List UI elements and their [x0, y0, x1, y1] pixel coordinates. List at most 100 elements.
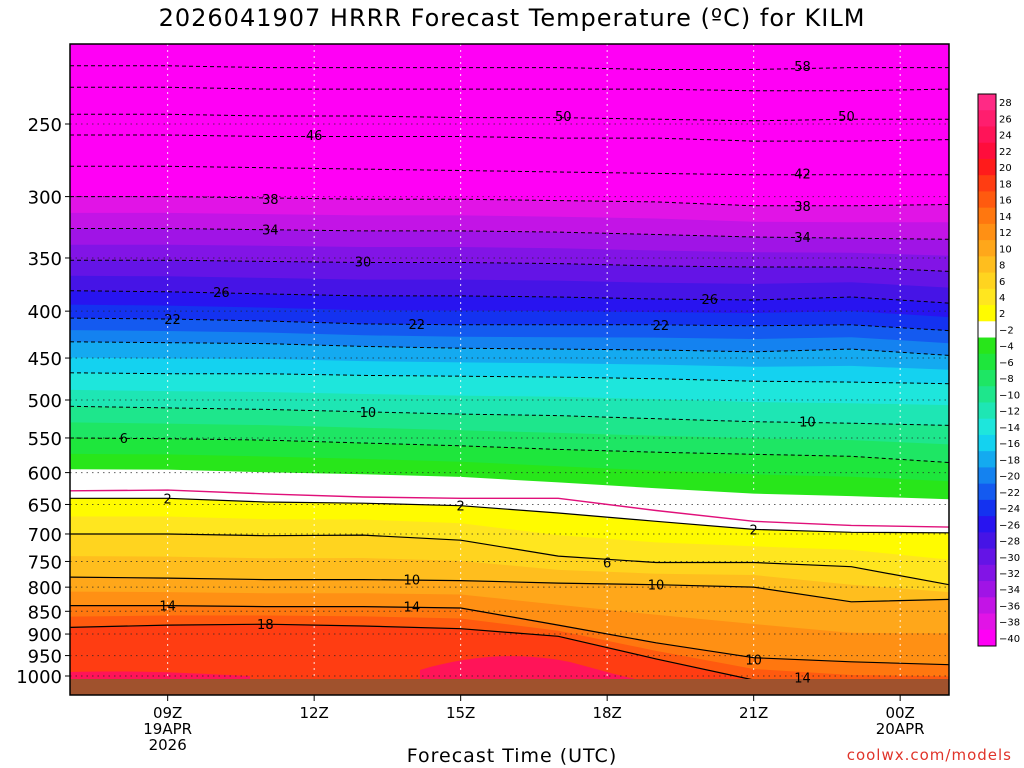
legend-swatch — [978, 240, 996, 257]
contour-label: 38 — [794, 200, 811, 215]
legend-label: −24 — [999, 504, 1020, 515]
plot-frame — [69, 43, 950, 696]
legend-label: −18 — [999, 455, 1020, 466]
contour-label: 38 — [262, 193, 279, 208]
legend-label: −32 — [999, 569, 1020, 580]
legend-label: 8 — [999, 261, 1005, 272]
contour-label: 2 — [750, 523, 758, 538]
isotherm-contours — [70, 65, 949, 689]
contour-label: 6 — [120, 432, 128, 447]
legend-label: −8 — [999, 374, 1014, 385]
contour-label: 58 — [794, 60, 811, 75]
legend-swatch — [978, 613, 996, 631]
legend-swatch — [978, 321, 996, 338]
legend-swatch — [978, 337, 996, 355]
legend-swatch — [978, 516, 996, 533]
legend-label: −14 — [999, 423, 1020, 434]
x-tick-label: 21Z — [739, 704, 768, 722]
y-tick-label: 750 — [28, 552, 62, 573]
contour-label: 10 — [745, 654, 762, 669]
isotherm-line — [70, 533, 949, 586]
contour-label: 10 — [799, 416, 816, 431]
legend-swatch — [978, 434, 996, 452]
temperature-fill — [70, 44, 949, 695]
y-tick-label: 800 — [28, 578, 62, 599]
contour-label: 50 — [838, 110, 855, 125]
isotherm-line — [70, 497, 949, 534]
x-tick-label: 09Z — [153, 704, 182, 722]
contour-label: 26 — [213, 286, 230, 301]
legend-label: −20 — [999, 472, 1020, 483]
isotherm-line — [70, 605, 949, 666]
legend-label: 24 — [999, 131, 1012, 142]
legend-swatch — [978, 532, 996, 549]
x-axis-label: Forecast Time (UTC) — [406, 745, 618, 767]
legend-label: −40 — [999, 634, 1020, 645]
contour-label: 50 — [555, 110, 572, 125]
x-tick-label: 19APR — [143, 720, 192, 738]
contour-label: 14 — [404, 601, 421, 616]
legend-label: −36 — [999, 601, 1020, 612]
legend-swatch — [978, 126, 996, 144]
legend-label: 12 — [999, 228, 1012, 239]
legend-label: −34 — [999, 585, 1020, 596]
contour-label: 22 — [164, 313, 181, 328]
legend-swatch — [978, 451, 996, 468]
contour-label: 10 — [360, 406, 377, 421]
legend-label: 6 — [999, 277, 1005, 288]
legend-label: −10 — [999, 390, 1020, 401]
legend-swatch — [978, 288, 996, 306]
legend-swatch — [978, 629, 996, 647]
legend-swatch — [978, 175, 996, 192]
legend-swatch — [978, 483, 996, 501]
contour-label: 14 — [794, 672, 811, 687]
legend-swatch — [978, 467, 996, 485]
x-tick-label: 00Z — [885, 704, 914, 722]
contour-label: 6 — [603, 557, 611, 572]
y-tick-label: 600 — [28, 464, 62, 485]
y-tick-label: 300 — [28, 188, 62, 209]
contour-label: 2 — [457, 500, 465, 515]
legend-label: −28 — [999, 537, 1020, 548]
y-axis: 2503003504004505005506006507007508008509… — [16, 115, 70, 688]
grid-lines — [70, 44, 949, 695]
legend-swatch — [978, 581, 996, 598]
legend-label: −6 — [999, 358, 1014, 369]
y-tick-label: 650 — [28, 495, 62, 516]
legend-label: 4 — [999, 293, 1005, 304]
legend-swatch — [978, 564, 996, 582]
freezing-line — [70, 489, 949, 528]
y-tick-label: 850 — [28, 602, 62, 623]
contour-label: 2 — [164, 492, 172, 507]
y-tick-label: 950 — [28, 647, 62, 668]
legend-swatch — [978, 370, 996, 387]
credit-link[interactable]: coolwx.com/models — [846, 746, 1012, 764]
legend-swatch — [978, 223, 996, 241]
contour-label: 10 — [648, 579, 665, 594]
y-tick-label: 550 — [28, 429, 62, 450]
legend-swatch — [978, 158, 996, 176]
legend-swatch — [978, 386, 996, 403]
contour-label: 10 — [404, 574, 421, 589]
legend-label: 14 — [999, 212, 1012, 223]
legend-swatch — [978, 142, 996, 160]
legend-swatch — [978, 272, 996, 290]
contour-label: 34 — [262, 224, 279, 239]
contour-label: 26 — [701, 293, 718, 308]
y-tick-label: 350 — [28, 249, 62, 270]
legend-swatch — [978, 305, 996, 322]
y-tick-label: 500 — [28, 391, 62, 412]
color-legend: 28 26 24 22 20 18 16 14 12 10 8 6 4 2 −2 −4 −6 −8 −10 −12 −1… — [977, 93, 1020, 647]
legend-swatch — [978, 110, 996, 127]
y-tick-label: 900 — [28, 625, 62, 646]
legend-swatch — [978, 207, 996, 225]
contour-label: 22 — [408, 318, 425, 333]
legend-label: −38 — [999, 618, 1020, 629]
y-tick-label: 400 — [28, 302, 62, 323]
legend-label: 20 — [999, 163, 1012, 174]
contour-label: 46 — [306, 129, 323, 144]
legend-swatch — [978, 402, 996, 420]
